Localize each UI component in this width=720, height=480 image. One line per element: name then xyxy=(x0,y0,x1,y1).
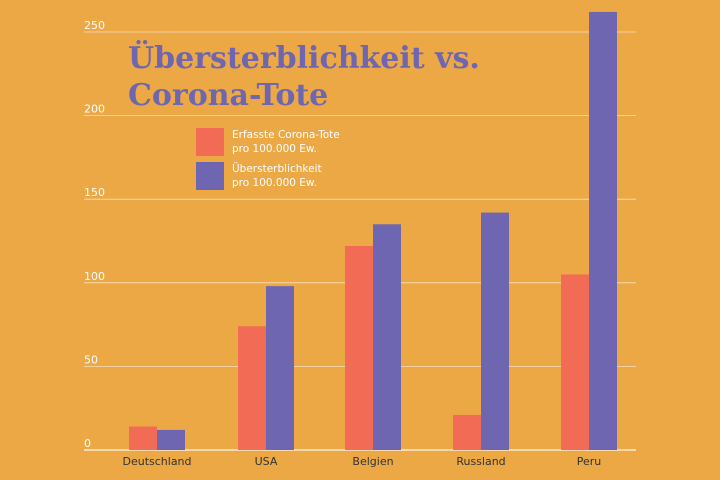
bar-belgien-excess-mortality xyxy=(373,224,401,450)
category-label: Russland xyxy=(456,455,505,468)
y-tick-label: 0 xyxy=(84,437,91,450)
category-label: Deutschland xyxy=(122,455,191,468)
bar-usa-excess-mortality xyxy=(266,286,294,450)
y-tick-label: 150 xyxy=(84,186,105,199)
category-label: USA xyxy=(255,455,278,468)
y-tick-label: 250 xyxy=(84,19,105,32)
y-tick-label: 50 xyxy=(84,353,98,366)
x-axis-categories: Deutschland USA Belgien Russland Peru xyxy=(122,455,601,468)
legend-label-excess-mortality: Übersterblichkeit pro 100.000 Ew. xyxy=(232,162,362,190)
bars xyxy=(129,11,617,450)
bar-deutschland-corona-deaths xyxy=(129,426,157,450)
bar-russland-corona-deaths xyxy=(453,414,481,450)
legend-swatch-corona-deaths xyxy=(196,128,224,156)
legend-label-corona-deaths: Erfasste Corona-Tote pro 100.000 Ew. xyxy=(232,128,362,156)
bar-peru-corona-deaths xyxy=(561,274,589,450)
bar-russland-excess-mortality xyxy=(481,212,509,450)
chart-title-line-2: Corona-Tote xyxy=(128,78,329,113)
bar-usa-corona-deaths xyxy=(238,326,266,450)
legend-item-corona-deaths: Erfasste Corona-Tote pro 100.000 Ew. xyxy=(196,128,362,156)
legend: Erfasste Corona-Tote pro 100.000 Ew. Übe… xyxy=(196,128,362,196)
y-axis-ticks: 0 50 100 150 200 250 xyxy=(84,19,105,450)
legend-label-line: pro 100.000 Ew. xyxy=(232,177,317,189)
y-tick-label: 100 xyxy=(84,270,105,283)
legend-label-line: Erfasste Corona-Tote xyxy=(232,129,340,141)
legend-label-line: pro 100.000 Ew. xyxy=(232,143,317,155)
legend-swatch-excess-mortality xyxy=(196,162,224,190)
category-label: Peru xyxy=(577,455,602,468)
legend-item-excess-mortality: Übersterblichkeit pro 100.000 Ew. xyxy=(196,162,362,190)
chart-title-line-1: Übersterblichkeit vs. xyxy=(128,41,480,76)
chart-title: Übersterblichkeit vs. Corona-Tote xyxy=(128,40,480,114)
category-label: Belgien xyxy=(352,455,393,468)
bar-deutschland-excess-mortality xyxy=(157,429,185,450)
bar-belgien-corona-deaths xyxy=(345,246,373,450)
bar-peru-excess-mortality xyxy=(589,11,617,450)
y-tick-label: 200 xyxy=(84,103,105,116)
legend-label-line: Übersterblichkeit xyxy=(232,163,322,175)
